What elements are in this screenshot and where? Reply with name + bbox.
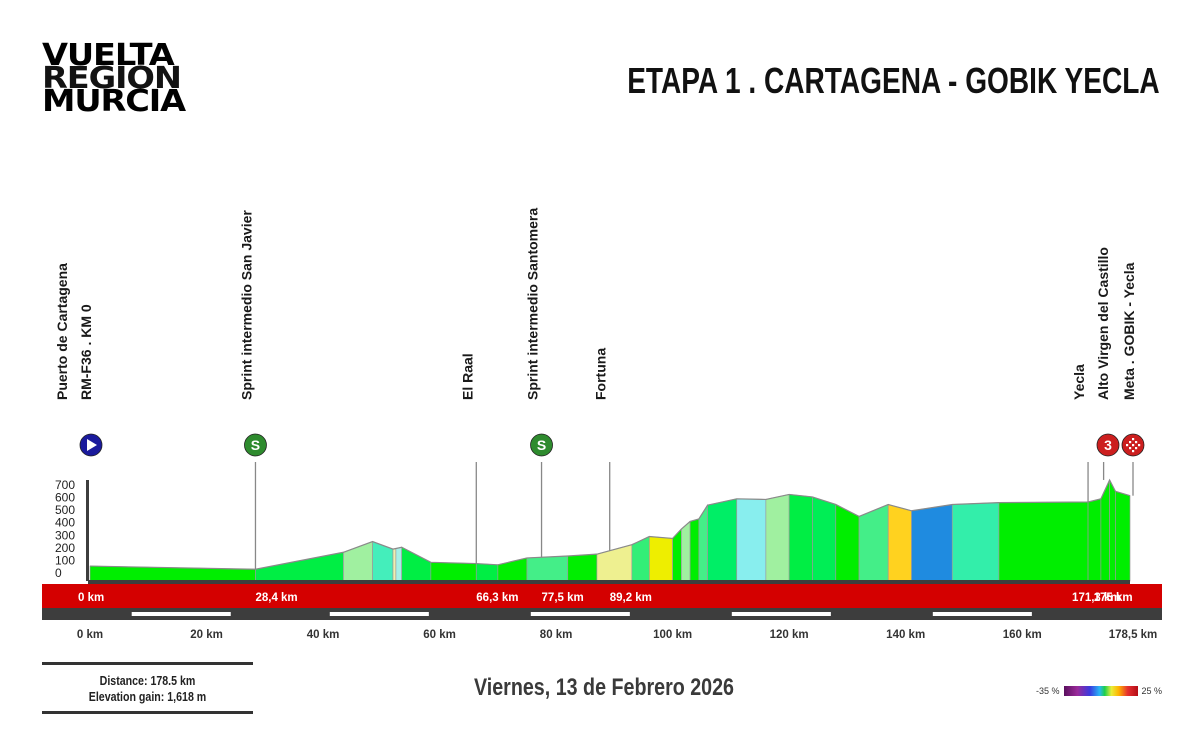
x-axis-label: 80 km xyxy=(540,629,573,641)
y-tick-label: 300 xyxy=(55,528,75,542)
y-tick-label: 0 xyxy=(55,566,62,580)
profile-segment xyxy=(1115,490,1131,582)
profile-segment xyxy=(596,544,633,582)
waypoint-label: Sprint intermedio San Javier xyxy=(238,210,254,400)
profile-segment xyxy=(430,561,477,582)
profile-segment xyxy=(707,498,738,582)
x-axis-label: 60 km xyxy=(423,629,456,641)
x-axis-label: 140 km xyxy=(886,629,925,641)
waypoint: Puerto de Cartagena RM-F36 . KM 0 xyxy=(54,263,103,457)
y-tick-label: 700 xyxy=(55,478,75,492)
waypoint-label: RM-F36 . KM 0 xyxy=(78,304,94,400)
profile-segment xyxy=(998,501,1089,582)
category-3-climb-icon: 3 xyxy=(1096,433,1120,457)
profile-segment xyxy=(401,546,432,582)
y-axis-line xyxy=(86,480,89,581)
x-axis-label: 160 km xyxy=(1003,629,1042,641)
km-marker-label: 28,4 km xyxy=(255,592,297,604)
stage-stats: Distance: 178.5 km Elevation gain: 1,618… xyxy=(42,662,253,714)
svg-text:S: S xyxy=(251,437,260,453)
waypoint-label: Yecla xyxy=(1071,364,1087,400)
logo-line-3: MURCIA xyxy=(42,84,186,119)
profile-segment xyxy=(736,498,767,582)
scale-stripe xyxy=(329,612,429,616)
waypoint-label: Alto Virgen del Castillo xyxy=(1095,247,1111,400)
waypoint: Meta . GOBIK - Yecla xyxy=(1121,262,1145,496)
profile-segments xyxy=(89,479,1131,582)
waypoint: Yecla xyxy=(1071,364,1089,502)
x-axis-label: 120 km xyxy=(770,629,809,641)
waypoint-label: El Raal xyxy=(459,353,475,400)
race-logo: VUELTA REGION MURCIA xyxy=(42,41,232,117)
profile-outline xyxy=(89,478,1131,570)
profile-segment xyxy=(681,520,691,582)
profile-baseline xyxy=(88,580,1130,584)
profile-segment xyxy=(395,546,403,582)
logo-line-2: REGION xyxy=(42,61,182,96)
profile-segment xyxy=(835,503,860,582)
waypoint-label: Puerto de Cartagena xyxy=(54,263,70,400)
stage-date: Viernes, 13 de Febrero 2026 xyxy=(474,674,735,701)
scale-stripe xyxy=(731,612,831,616)
waypoint: El Raal xyxy=(459,353,477,564)
profile-segment xyxy=(951,502,1000,582)
profile-segment xyxy=(1109,479,1116,582)
svg-text:S: S xyxy=(537,437,546,453)
start-icon xyxy=(79,433,103,457)
x-axis-label: 20 km xyxy=(190,629,223,641)
km-marker-bar xyxy=(42,584,1162,608)
profile-segment xyxy=(765,493,790,582)
profile-segment xyxy=(475,563,499,582)
profile-segment xyxy=(1087,498,1102,582)
y-tick-label: 100 xyxy=(55,553,75,567)
profile-segment xyxy=(689,518,700,582)
profile-segment xyxy=(812,496,837,582)
sprint-icon: S xyxy=(244,433,267,457)
gradient-max-label: 25 % xyxy=(1141,686,1163,696)
waypoint-label: Fortuna xyxy=(593,348,609,400)
scale-stripe xyxy=(530,612,630,616)
elevation-gain-stat: Elevation gain: 1,618 m xyxy=(88,690,207,704)
km-marker-label: 66,3 km xyxy=(476,592,518,604)
sprint-icon: S xyxy=(530,433,553,457)
waypoint: Fortuna xyxy=(593,348,611,551)
finish-flag-icon xyxy=(1121,433,1145,457)
gradient-legend: -35 % 25 % xyxy=(1036,686,1162,696)
profile-segment xyxy=(858,503,889,582)
km-marker-label: 77,5 km xyxy=(542,592,584,604)
y-tick-label: 600 xyxy=(55,491,75,505)
x-axis-label: 178,5 km xyxy=(1109,629,1158,641)
profile-segment xyxy=(788,494,813,582)
profile-segment xyxy=(887,504,912,582)
scale-stripe xyxy=(932,612,1032,616)
profile-segment xyxy=(526,555,569,582)
distance-stat: Distance: 178.5 km xyxy=(99,674,196,688)
waypoint-label: Meta . GOBIK - Yecla xyxy=(1121,262,1137,400)
stage-title: ETAPA 1 . CARTAGENA - GOBIK YECLA xyxy=(627,60,1160,101)
profile-segment xyxy=(567,553,598,582)
x-axis-label: 100 km xyxy=(653,629,692,641)
waypoint: Sprint intermedio San Javier S xyxy=(238,210,267,570)
km-marker-label: 89,2 km xyxy=(610,592,652,604)
km-marker-label: 171,3 km xyxy=(1072,592,1121,604)
y-tick-label: 500 xyxy=(55,503,75,517)
svg-text:3: 3 xyxy=(1104,437,1112,453)
x-axis-label: 0 km xyxy=(77,629,103,641)
logo-line-1: VUELTA xyxy=(42,38,175,73)
gradient-min-label: -35 % xyxy=(1036,686,1060,696)
profile-segment xyxy=(648,536,673,582)
scale-stripe xyxy=(131,612,231,616)
gradient-color-bar xyxy=(1063,686,1138,696)
waypoint: Sprint intermedio Santomera S xyxy=(525,208,553,558)
waypoint-label: Sprint intermedio Santomera xyxy=(525,208,541,400)
profile-segment xyxy=(911,504,953,582)
km-marker-label: 0 km xyxy=(78,592,104,604)
km-marker-label: 175 km xyxy=(1094,592,1133,604)
waypoint: Alto Virgen del Castillo 3 xyxy=(1095,247,1120,480)
profile-segment xyxy=(392,548,397,582)
x-axis-label: 40 km xyxy=(307,629,340,641)
y-tick-label: 400 xyxy=(55,516,75,530)
y-tick-label: 200 xyxy=(55,541,75,555)
